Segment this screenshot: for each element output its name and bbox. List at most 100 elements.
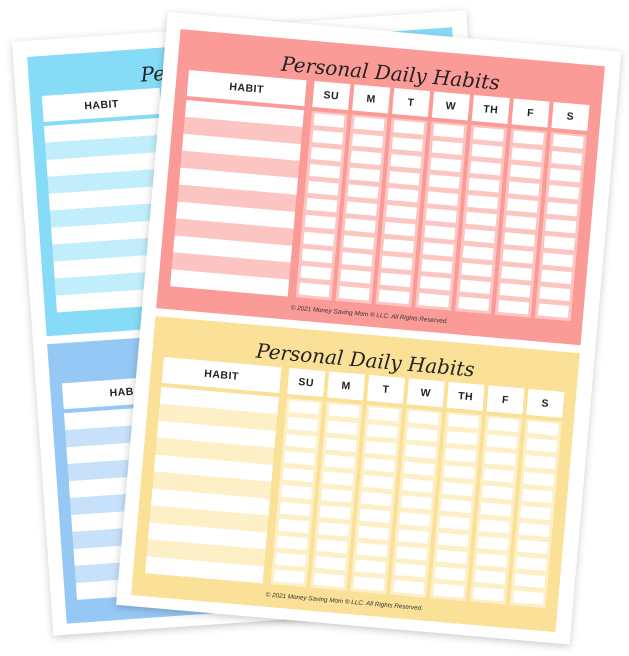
day-cell [442, 481, 473, 497]
day-header: M [341, 380, 351, 393]
day-cell [474, 569, 506, 585]
day-cell [365, 440, 397, 456]
day-cell [326, 420, 358, 436]
habit-row [183, 116, 303, 145]
day-cell [309, 163, 341, 179]
day-cell [318, 522, 350, 537]
day-cell [504, 232, 535, 247]
day-cell [378, 289, 410, 305]
habit-row [51, 219, 170, 245]
day-header: T [407, 97, 415, 110]
habit-row [180, 150, 300, 178]
day-cell [422, 242, 454, 257]
habit-row [184, 99, 304, 128]
day-cell [483, 468, 515, 483]
day-cell [363, 457, 395, 473]
day-header: F [527, 107, 535, 120]
day-cell [321, 488, 352, 503]
habit-row [150, 488, 270, 516]
day-cell [397, 529, 429, 544]
day-cell [380, 272, 411, 288]
day-cell [347, 184, 379, 199]
day-cell [284, 450, 316, 466]
day-cell [344, 218, 376, 233]
day-cell [343, 235, 375, 250]
habit-row [155, 437, 275, 465]
day-header-box [366, 374, 405, 404]
day-cell [508, 181, 540, 196]
day-cell [499, 283, 531, 298]
day-header-box [431, 91, 470, 121]
day-cell [381, 255, 413, 271]
day-cell [427, 191, 459, 206]
habit-row [145, 556, 265, 584]
habit-header-box [186, 70, 307, 107]
habit-row [171, 252, 291, 280]
day-cell [521, 488, 553, 504]
day-cell [419, 276, 451, 291]
day-cell [465, 211, 497, 227]
day-cell [393, 579, 425, 595]
day-header-box [526, 388, 565, 418]
habit-header-box [41, 87, 162, 122]
day-cell [445, 447, 476, 463]
day-cell [405, 444, 437, 459]
day-cell [447, 414, 479, 429]
day-header-box [471, 94, 510, 125]
day-cell [458, 296, 490, 312]
day-cell [502, 249, 534, 264]
day-cell [437, 532, 469, 548]
day-header-box [446, 381, 485, 411]
day-cell [387, 187, 419, 203]
day-cell [312, 130, 344, 145]
day-cell [517, 539, 549, 555]
habit-row [147, 522, 268, 550]
day-cell [537, 303, 569, 319]
day-cell [473, 127, 505, 142]
habit-row [46, 151, 166, 177]
day-cell [443, 464, 475, 480]
day-cell [433, 583, 465, 598]
day-cell [512, 130, 544, 146]
day-header: TH [483, 103, 499, 116]
day-cell [391, 137, 423, 152]
day-cell [313, 572, 345, 588]
day-cell [276, 535, 308, 551]
habit-row [47, 168, 167, 194]
day-cell [475, 552, 507, 568]
day-cell [467, 194, 499, 210]
day-cell [285, 433, 317, 449]
day-cell [393, 120, 425, 135]
day-header: TH [458, 390, 474, 403]
day-header: F [501, 394, 509, 407]
habit-row [156, 420, 276, 448]
habit-row [45, 134, 165, 160]
habit-row [158, 403, 278, 431]
habit-row [152, 471, 272, 499]
habit-row [176, 201, 296, 229]
habit-header: HABIT [84, 98, 119, 112]
day-cell [408, 410, 440, 426]
habit-row [181, 133, 301, 162]
day-cell [319, 505, 351, 520]
day-cell [366, 423, 398, 439]
habit-row [153, 454, 273, 482]
day-cell [298, 282, 330, 298]
day-cell [346, 201, 378, 216]
day-header-box [312, 81, 351, 111]
habit-row [159, 386, 279, 415]
day-cell [480, 502, 512, 517]
day-cell [470, 160, 502, 176]
day-cell [526, 437, 558, 453]
day-cell [402, 478, 434, 493]
day-cell [388, 170, 420, 186]
day-cell [281, 484, 313, 500]
day-cell [300, 265, 332, 281]
habit-row [170, 269, 290, 297]
habit-row [177, 184, 297, 212]
day-cell [545, 218, 577, 234]
day-cell [323, 454, 355, 469]
